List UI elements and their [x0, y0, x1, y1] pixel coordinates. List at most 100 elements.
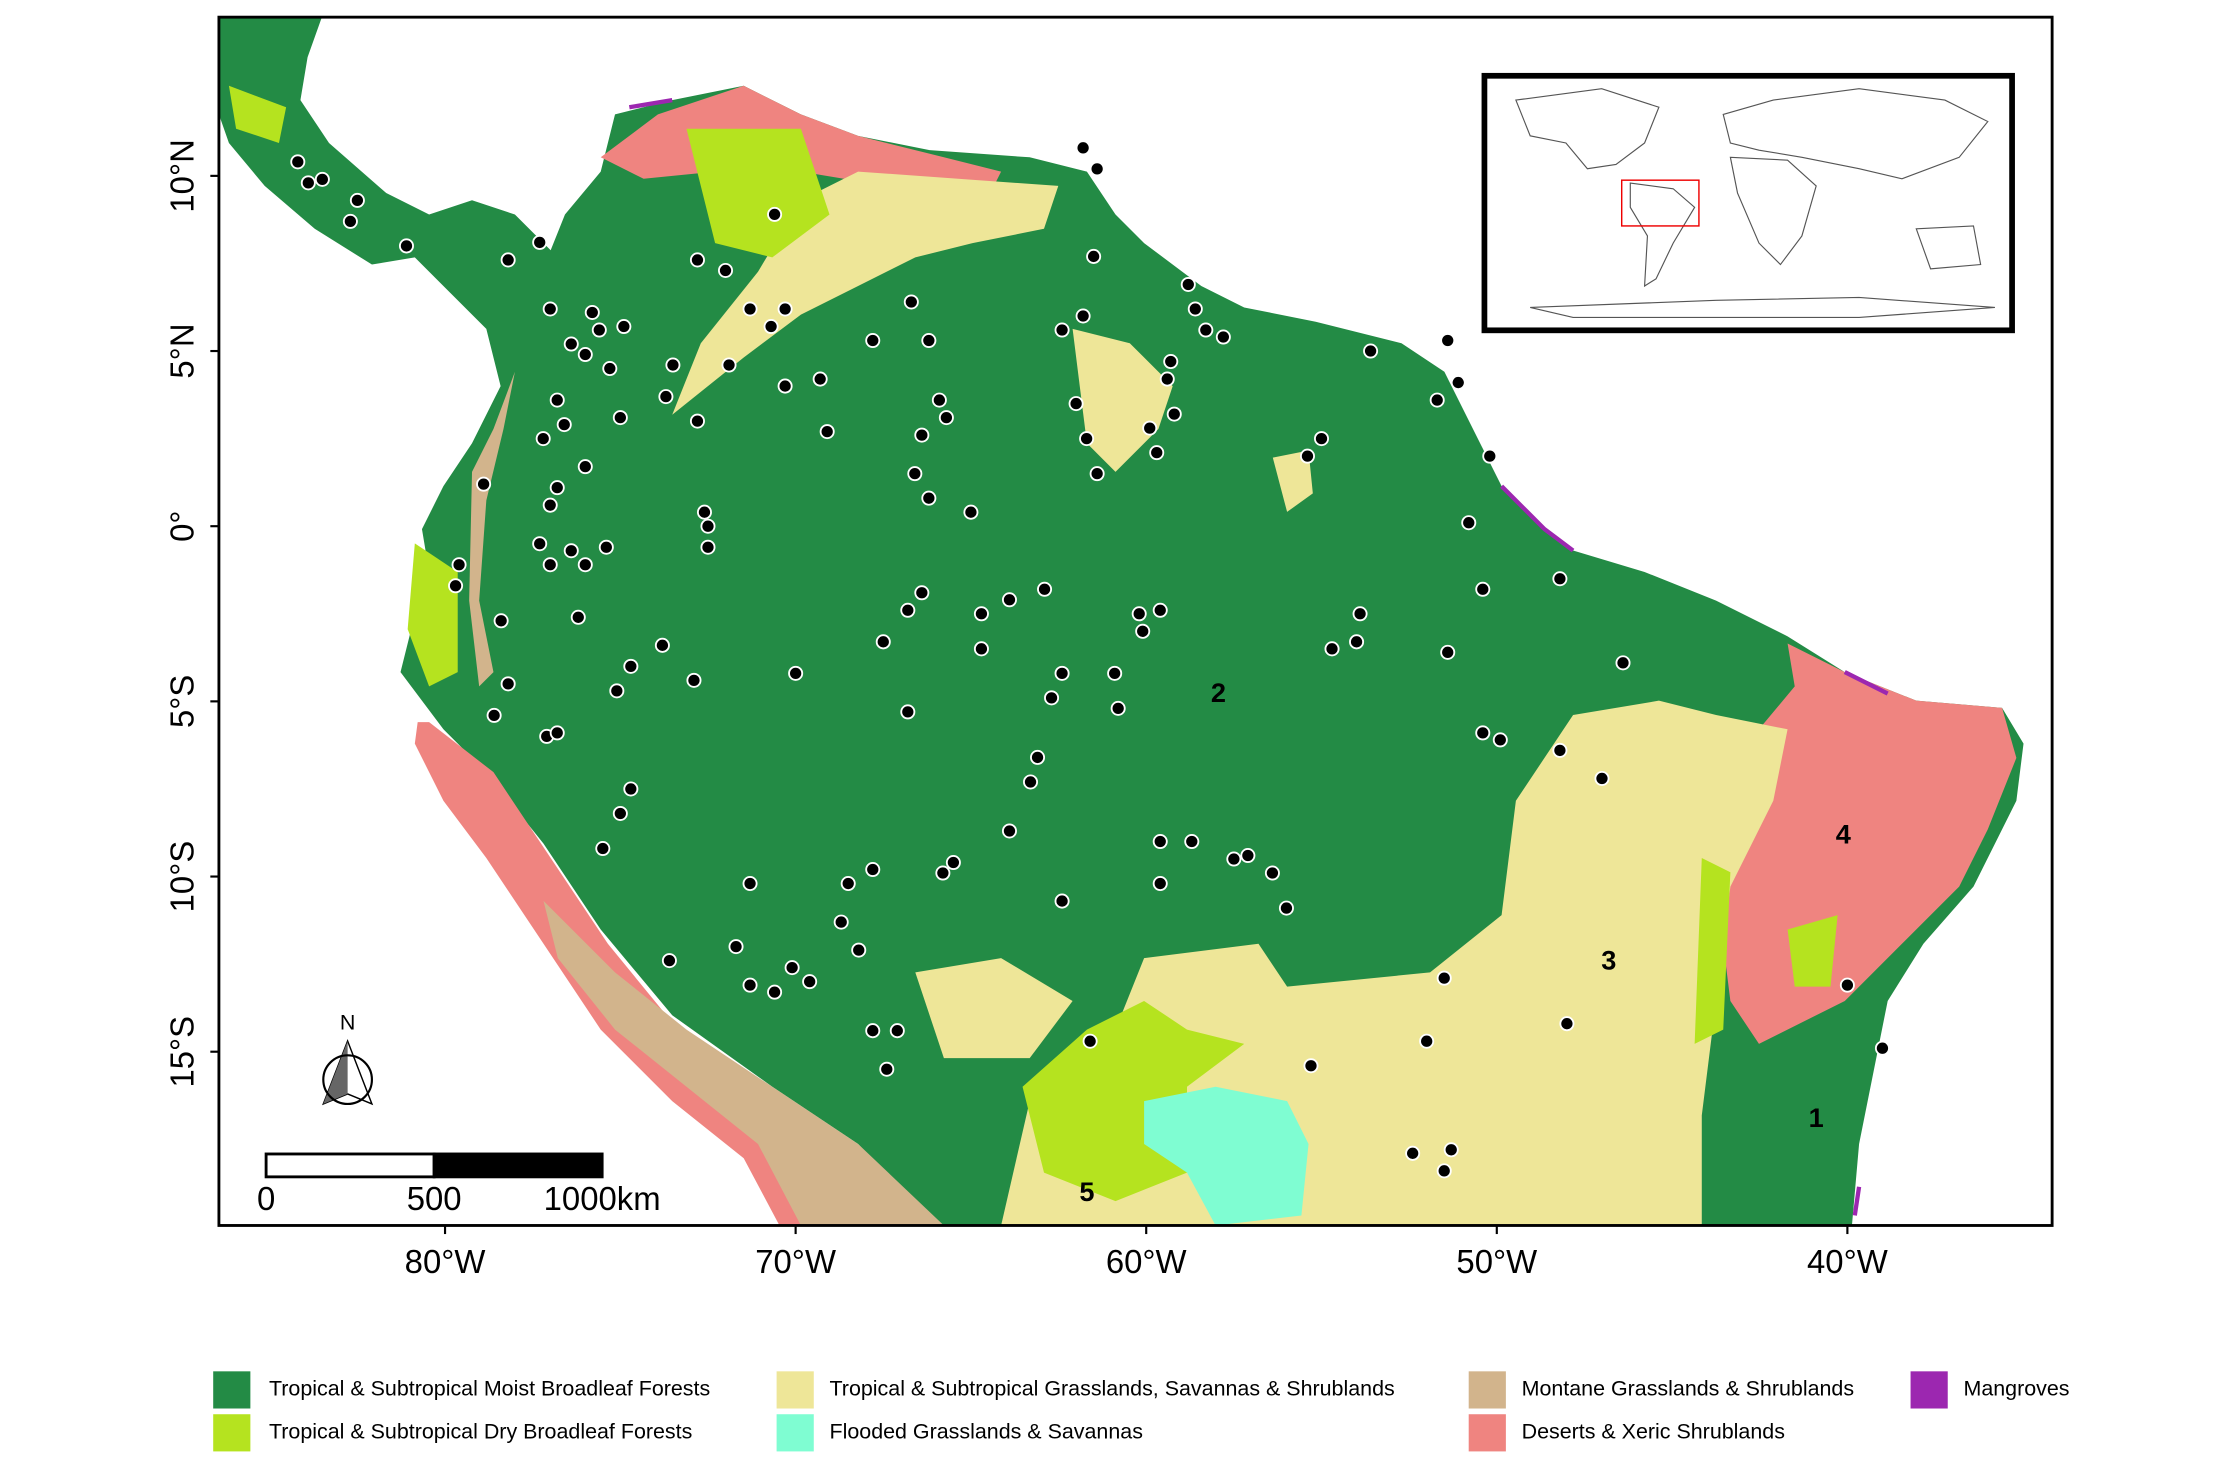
sample-point: [802, 974, 818, 990]
sample-point: [963, 504, 979, 520]
sample-point: [1492, 732, 1508, 748]
legend-swatch: [213, 1414, 251, 1452]
y-tick-label: 5°S: [163, 675, 200, 728]
north-label: N: [340, 1011, 355, 1035]
sample-point: [1299, 448, 1315, 464]
sample-point: [700, 539, 716, 555]
legend-swatch: [1468, 1414, 1506, 1452]
sample-point: [486, 707, 502, 723]
sample-point: [931, 392, 947, 408]
sample-point: [549, 392, 565, 408]
sample-point: [1044, 690, 1060, 706]
legend-swatch: [213, 1371, 251, 1409]
sample-point: [1313, 431, 1330, 447]
sample-point: [654, 637, 670, 653]
sample-point: [742, 876, 758, 892]
sample-point: [938, 410, 954, 426]
map-frame: [217, 15, 2054, 1227]
sample-point: [563, 336, 579, 352]
x-tick-label: 70°W: [755, 1243, 836, 1280]
sample-point: [1163, 354, 1179, 370]
scale-bar-label: 0: [257, 1180, 275, 1217]
sample-point: [1166, 406, 1182, 422]
sample-point: [819, 424, 835, 440]
sample-point: [1187, 301, 1203, 317]
sample-point: [595, 841, 611, 857]
region-label: 2: [1211, 677, 1226, 708]
sample-point: [914, 427, 930, 443]
sample-point: [879, 1061, 895, 1077]
sample-point: [602, 361, 618, 377]
region-label: 3: [1601, 945, 1616, 976]
sample-point: [851, 942, 867, 958]
sample-point: [591, 322, 607, 338]
sample-point: [1079, 431, 1095, 447]
legend-swatch: [776, 1414, 814, 1452]
x-tick-label: 80°W: [405, 1243, 486, 1280]
sample-point: [1552, 742, 1568, 758]
sample-point: [973, 606, 989, 622]
inset-continents: [1515, 88, 1995, 319]
scale-bar-segment: [264, 1152, 436, 1179]
dry-forest-east: [1694, 857, 1838, 1044]
sample-point: [1450, 375, 1466, 391]
sample-point: [945, 855, 961, 871]
sample-point: [549, 480, 565, 496]
inset-extent: [1620, 179, 1700, 227]
sample-point: [784, 960, 800, 976]
sample-point: [935, 865, 951, 881]
sample-point: [1075, 140, 1091, 156]
sample-point: [1089, 161, 1105, 177]
sample-point: [1324, 641, 1340, 657]
sample-point: [398, 238, 414, 254]
sample-point: [535, 431, 551, 447]
sample-point: [777, 378, 793, 394]
sample-point: [532, 536, 548, 552]
sample-point: [577, 459, 593, 475]
sample-point: [689, 252, 705, 268]
sample-point: [1180, 276, 1196, 292]
sample-point: [314, 171, 330, 187]
sample-point: [1198, 322, 1214, 338]
sample-point: [1363, 343, 1379, 359]
sample-point: [612, 805, 628, 821]
sample-point: [763, 319, 779, 335]
y-tick-label: 10°N: [163, 139, 200, 212]
sample-point: [900, 704, 916, 720]
sample-point: [718, 262, 734, 278]
sample-point: [973, 641, 989, 657]
legend-label: Montane Grasslands & Shrublands: [1522, 1377, 1854, 1401]
sample-point: [865, 333, 881, 349]
sample-point: [1475, 725, 1491, 741]
sample-point: [1001, 592, 1017, 608]
savanna-roraima: [1072, 328, 1313, 512]
flooded-pantanal: [1144, 1086, 1309, 1226]
x-tick-label: 60°W: [1106, 1243, 1187, 1280]
sample-point: [1152, 876, 1168, 892]
sample-point: [1352, 606, 1368, 622]
sample-point: [1443, 1142, 1459, 1158]
sample-point: [612, 410, 628, 426]
dry-forest-chiquitano: [1022, 1000, 1245, 1202]
legend-label: Mangroves: [1963, 1377, 2069, 1401]
sample-point: [1037, 581, 1053, 597]
sample-point: [665, 357, 681, 373]
y-tick-label: 5°N: [163, 323, 200, 378]
sample-point: [1436, 1163, 1452, 1179]
sample-point: [696, 504, 712, 520]
sample-point: [833, 914, 849, 930]
legend-swatch: [776, 1371, 814, 1409]
sample-point: [577, 347, 593, 363]
sample-point: [1552, 571, 1568, 587]
sample-point: [1615, 655, 1631, 671]
sample-point: [1594, 770, 1610, 786]
sample-point: [1030, 749, 1046, 765]
sample-point: [1131, 606, 1147, 622]
y-tick-label: 0°: [163, 510, 200, 541]
biome-layer: [218, 17, 2024, 1226]
sample-point: [1278, 900, 1294, 916]
savanna-beni: [915, 958, 1073, 1059]
sample-point: [549, 725, 565, 741]
sample-point: [1054, 322, 1070, 338]
